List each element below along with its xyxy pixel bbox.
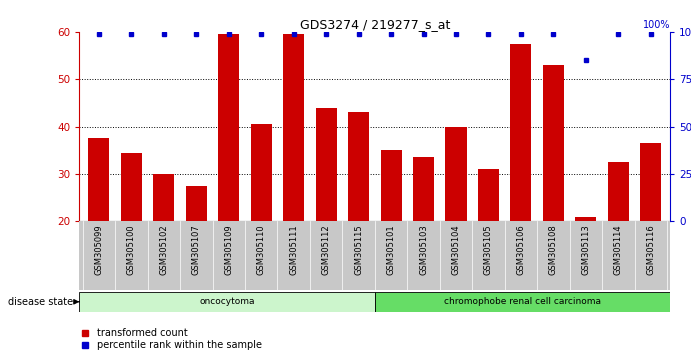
Text: GSM305104: GSM305104 [451, 225, 460, 275]
Text: chromophobe renal cell carcinoma: chromophobe renal cell carcinoma [444, 297, 601, 306]
Text: GSM305102: GSM305102 [160, 225, 169, 275]
Bar [186, 186, 207, 221]
Text: GSM305116: GSM305116 [646, 225, 655, 275]
Text: GSM305109: GSM305109 [225, 225, 234, 275]
Text: GSM305107: GSM305107 [192, 225, 201, 275]
Bar [348, 112, 369, 221]
Text: oncocytoma: oncocytoma [200, 297, 255, 306]
Text: GSM305114: GSM305114 [614, 225, 623, 275]
Text: GSM305103: GSM305103 [419, 225, 428, 275]
Text: GSM305106: GSM305106 [516, 225, 525, 275]
Bar [576, 217, 596, 221]
Text: GSM305100: GSM305100 [127, 225, 136, 275]
Bar [478, 169, 499, 221]
Text: GSM305105: GSM305105 [484, 225, 493, 275]
Bar [381, 150, 401, 221]
Bar [121, 153, 142, 221]
Text: GSM305112: GSM305112 [322, 225, 331, 275]
Bar [79, 292, 375, 312]
Bar [446, 127, 466, 221]
Bar [413, 157, 434, 221]
Text: GSM305099: GSM305099 [95, 225, 104, 275]
Text: GSM305115: GSM305115 [354, 225, 363, 275]
Text: disease state: disease state [8, 297, 73, 307]
Text: 100%: 100% [643, 20, 670, 30]
Bar [218, 34, 239, 221]
Bar [375, 292, 670, 312]
Bar [88, 138, 109, 221]
Text: percentile rank within the sample: percentile rank within the sample [97, 340, 262, 350]
Text: GSM305113: GSM305113 [581, 225, 590, 275]
Bar [608, 162, 629, 221]
Text: transformed count: transformed count [97, 327, 188, 338]
Bar [153, 174, 174, 221]
Bar [283, 34, 304, 221]
Bar [543, 65, 564, 221]
Bar [511, 44, 531, 221]
Text: GSM305108: GSM305108 [549, 225, 558, 275]
Title: GDS3274 / 219277_s_at: GDS3274 / 219277_s_at [300, 18, 450, 31]
Text: GSM305111: GSM305111 [290, 225, 299, 275]
Bar [641, 143, 661, 221]
Text: GSM305101: GSM305101 [386, 225, 396, 275]
Bar [251, 124, 272, 221]
Text: GSM305110: GSM305110 [257, 225, 266, 275]
Bar [316, 108, 337, 221]
